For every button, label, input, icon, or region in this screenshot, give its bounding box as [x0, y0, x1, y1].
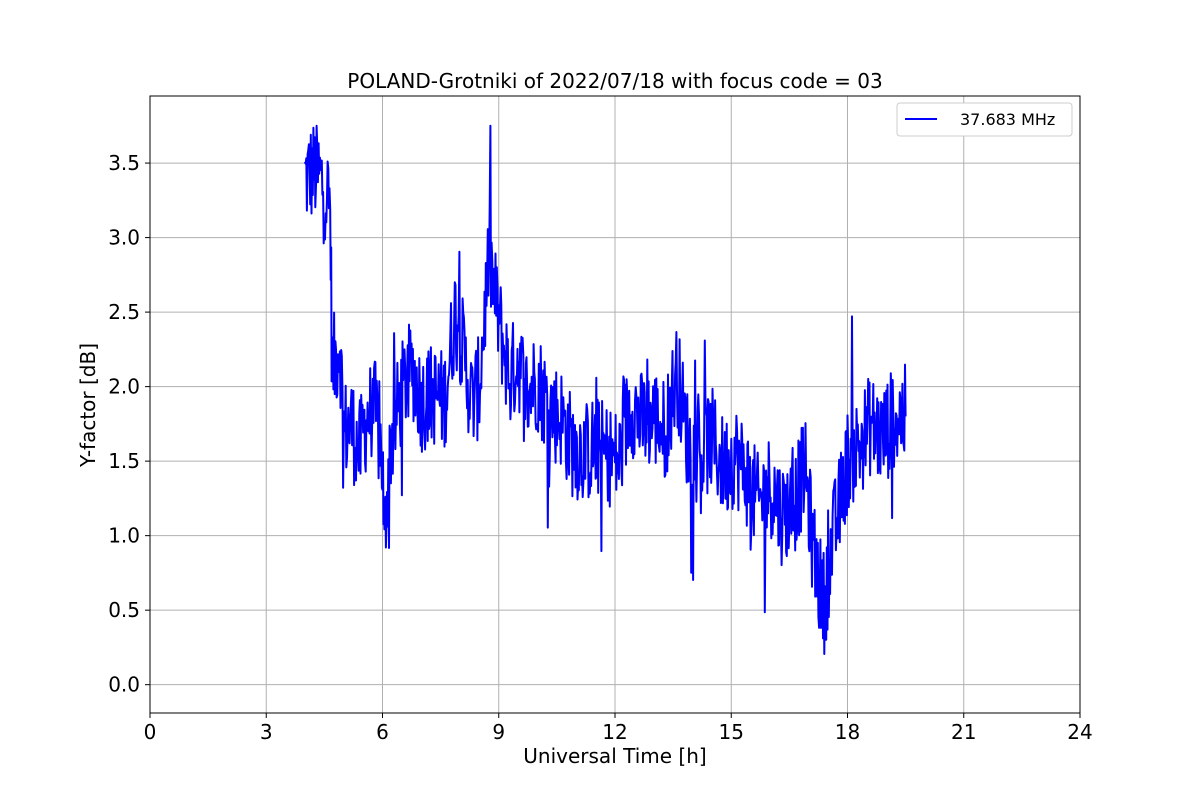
y-tick-label: 1.0: [108, 524, 140, 548]
y-axis-ticks: 0.0 0.5 1.0 1.5 2.0 2.5 3.0 3.5: [108, 151, 150, 697]
y-tick-label: 3.5: [108, 151, 140, 175]
x-axis-ticks: 0 3 6 9 12 15 18 21 24: [144, 713, 1093, 744]
y-tick-label: 0.5: [108, 598, 140, 622]
x-tick-label: 12: [602, 720, 627, 744]
legend: 37.683 MHz: [896, 102, 1073, 137]
x-tick-label: 21: [951, 720, 976, 744]
y-axis-label: Y-factor [dB]: [76, 343, 100, 468]
chart-title: POLAND-Grotniki of 2022/07/18 with focus…: [347, 69, 882, 93]
y-tick-label: 3.0: [108, 226, 140, 250]
x-tick-label: 6: [376, 720, 389, 744]
x-tick-label: 3: [260, 720, 273, 744]
series-group: [304, 124, 907, 655]
x-axis-label: Universal Time [h]: [523, 744, 706, 768]
y-tick-label: 2.5: [108, 300, 140, 324]
x-tick-label: 0: [144, 720, 157, 744]
x-tick-label: 24: [1067, 720, 1092, 744]
legend-label: 37.683 MHz: [960, 110, 1055, 129]
x-tick-label: 9: [492, 720, 505, 744]
x-tick-label: 15: [719, 720, 744, 744]
y-tick-label: 2.0: [108, 375, 140, 399]
y-tick-label: 1.5: [108, 449, 140, 473]
series-line: [304, 124, 907, 655]
x-tick-label: 18: [835, 720, 860, 744]
y-tick-label: 0.0: [108, 673, 140, 697]
legend-box: [896, 102, 1073, 137]
